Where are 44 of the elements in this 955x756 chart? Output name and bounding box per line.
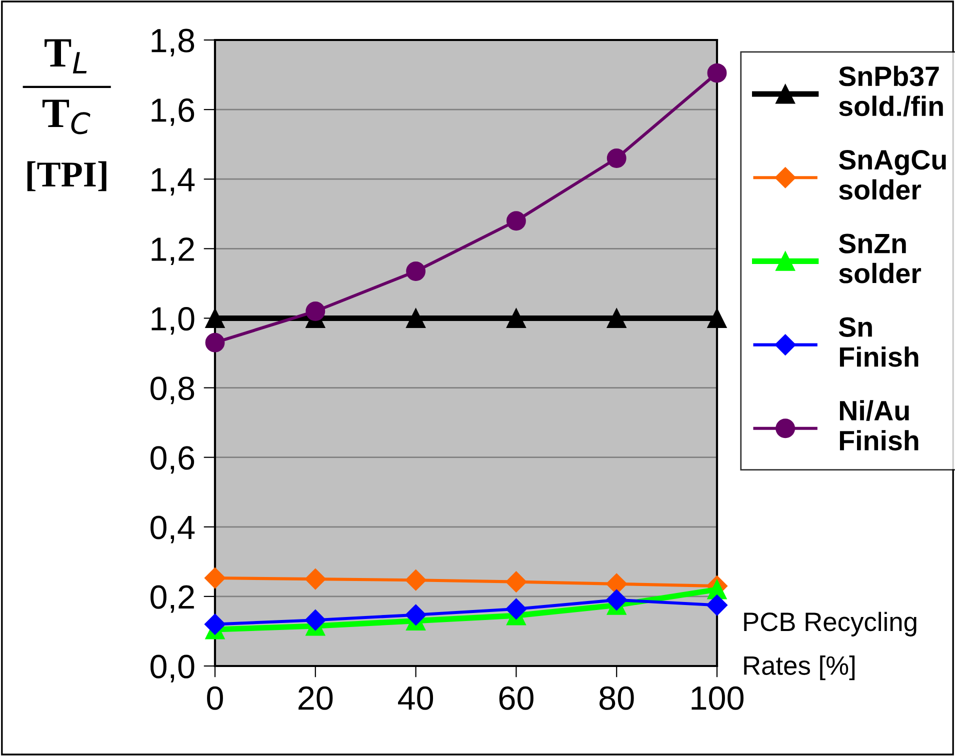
y-axis-title: T$_{L}$ T$_{C}$ [TPI]: [27, 39, 106, 192]
legend-label: SnAgCu solder: [838, 150, 946, 200]
point: [406, 308, 426, 328]
x-tick-label: 100: [692, 686, 744, 710]
point: [306, 302, 326, 321]
x-tick-label: 0: [207, 686, 223, 710]
y-tick-label: 1,6: [152, 98, 194, 126]
y-tick-label: 0,4: [150, 516, 195, 544]
point: [606, 589, 628, 610]
point: [204, 614, 226, 635]
point: [506, 571, 527, 592]
x-tick-label: 20: [298, 686, 333, 710]
point: [606, 308, 626, 328]
point: [304, 610, 326, 631]
x-tick-label: 40: [398, 686, 434, 710]
point: [506, 598, 527, 620]
point: [606, 148, 626, 168]
legend-label: Sn Finish: [838, 317, 918, 367]
point: [707, 63, 727, 83]
point: [204, 567, 226, 589]
legend-label: SnZn solder: [838, 234, 922, 284]
x-tick-label: 60: [499, 686, 534, 710]
y-tick-label: 1,2: [152, 237, 194, 266]
y-tick-label: 0,6: [150, 446, 194, 474]
point: [506, 308, 526, 328]
point: [506, 211, 526, 231]
y-tick-label: 0,0: [150, 654, 194, 682]
point: [706, 594, 728, 616]
point: [405, 570, 426, 591]
point: [205, 332, 225, 352]
y-tick-label: 1,4: [152, 168, 195, 196]
point: [205, 308, 225, 328]
legend-label: SnPb37 sold./fin: [838, 66, 943, 116]
y-tick-label: 0,8: [150, 376, 194, 404]
point: [304, 568, 326, 590]
legend-label: Ni/Au Finish: [840, 400, 918, 450]
x-axis-title: PCB Recycling Rates [%]: [744, 612, 916, 680]
y-tick-label: 0,2: [150, 585, 194, 613]
point: [405, 604, 426, 626]
point: [406, 262, 426, 281]
point: [707, 308, 727, 328]
x-tick-label: 80: [600, 686, 634, 710]
y-tick-label: 1,8: [152, 28, 194, 56]
y-tick-label: 1,0: [152, 307, 194, 335]
